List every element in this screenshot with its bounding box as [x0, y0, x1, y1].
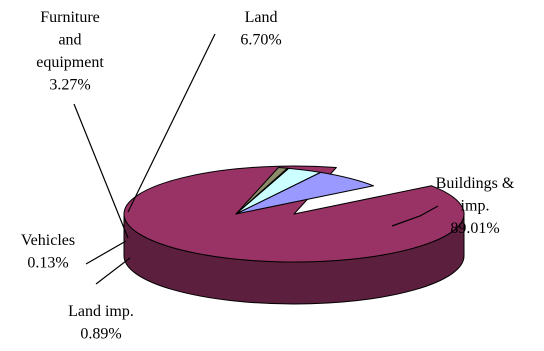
slice-label-line: 0.13% — [27, 255, 68, 272]
label-leader-lines — [73, 33, 439, 285]
pie-slices — [123, 165, 465, 305]
slice-label-line: Buildings & — [436, 175, 515, 192]
slice-label-line: Land imp. — [68, 303, 134, 320]
slice-label-land: Land 6.70% — [240, 9, 281, 49]
slice-label-line: 3.27% — [49, 77, 90, 94]
slice-label-line: imp. — [461, 198, 490, 215]
slice-label-furniture-and-equipment: Furniture and equipment 3.27% — [36, 9, 104, 94]
leader-line-vehicles — [85, 240, 127, 265]
pie-slice-land — [235, 171, 375, 215]
slice-label-line: Furniture — [40, 9, 100, 26]
slice-label-land-imp: Land imp. 0.89% — [68, 303, 134, 343]
slice-labels: Buildings & imp. 89.01% Land imp. 0.89% Vehic… — [21, 9, 515, 343]
leader-line-land — [127, 33, 216, 213]
pie-slice-buildings-imp — [123, 165, 465, 263]
slice-label-line: 0.89% — [80, 326, 121, 343]
slice-label-line: and — [58, 32, 81, 49]
slice-label-line: Vehicles — [21, 232, 75, 249]
slice-label-line: equipment — [36, 54, 104, 71]
leader-line-furniture-and-equipment — [73, 103, 129, 239]
leader-line-buildings-imp — [391, 205, 439, 227]
slice-label-line: 6.70% — [240, 32, 281, 49]
leader-line-land-imp — [95, 257, 131, 285]
slice-label-buildings-imp: Buildings & imp. 89.01% — [436, 175, 515, 237]
slice-label-line: 89.01% — [450, 220, 499, 237]
slice-label-line: Land — [245, 9, 278, 26]
slice-label-vehicles: Vehicles 0.13% — [21, 232, 75, 272]
